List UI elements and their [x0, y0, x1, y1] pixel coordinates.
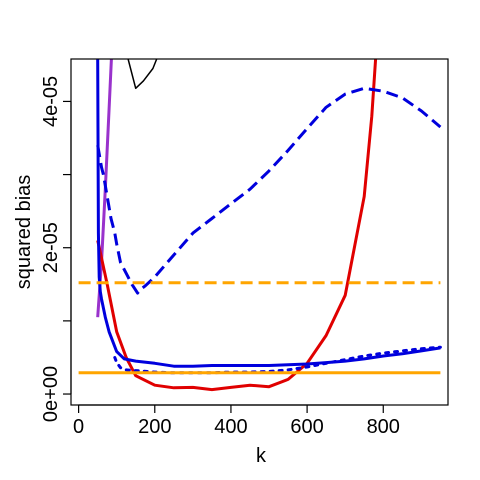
y-axis-title: squared bias: [13, 175, 35, 290]
y-tick-label: 4e-05: [40, 76, 62, 127]
series-line-6-dotted: [113, 345, 442, 375]
x-tick-label: 800: [367, 416, 400, 438]
x-axis-title: k: [256, 445, 267, 467]
series-group: [78, 59, 442, 392]
series-line-3-solid: [96, 59, 378, 392]
series-line-4-solid: [96, 59, 441, 368]
y-axis: 0e+00 2e-05 4e-05: [40, 76, 72, 422]
series-line-1-solid: [127, 59, 158, 90]
x-tick-label: 400: [214, 416, 247, 438]
x-tick-label: 600: [290, 416, 323, 438]
y-tick-label: 0e+00: [40, 366, 62, 422]
x-tick-label: 0: [73, 416, 84, 438]
x-axis: 0 200 400 600 800: [73, 404, 400, 438]
x-tick-label: 200: [138, 416, 171, 438]
y-tick-label: 2e-05: [40, 222, 62, 273]
